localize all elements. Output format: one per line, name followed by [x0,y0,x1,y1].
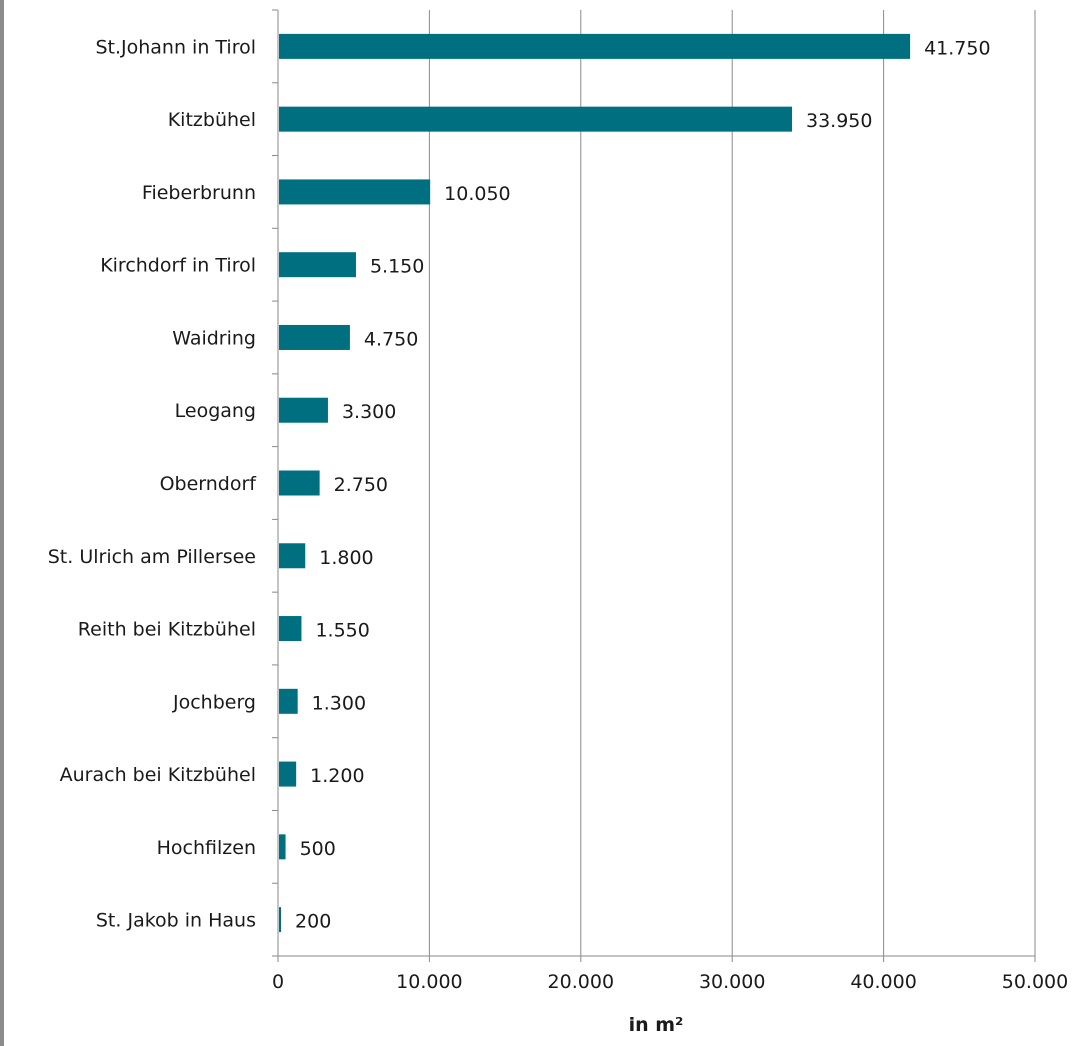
bar [279,834,286,860]
bar [279,616,302,642]
bar [279,543,306,569]
category-label: Aurach bei Kitzbühel [60,764,256,786]
x-tick-label: 50.000 [1002,971,1068,993]
bar [279,688,298,714]
category-label: Jochberg [172,691,256,713]
category-label: Leogang [175,400,256,422]
bars [279,33,911,933]
value-label: 200 [295,911,331,933]
category-label: Fieberbrunn [142,182,256,204]
bar [279,761,297,787]
value-label: 1.300 [312,692,366,714]
category-label: Hochfilzen [157,837,256,859]
category-label: Reith bei Kitzbühel [78,619,256,641]
bar [279,179,431,205]
x-tick-label: 30.000 [699,971,765,993]
value-label: 10.050 [444,183,510,205]
value-label: 4.750 [364,328,418,350]
category-label: Kirchdorf in Tirol [100,255,256,277]
value-label: 1.550 [315,620,369,642]
bar [279,397,328,423]
category-label: Waidring [172,327,256,349]
value-label: 1.800 [319,547,373,569]
axes [272,9,1036,962]
bar [279,106,793,132]
value-label: 33.950 [806,110,872,132]
x-axis-title: in m² [629,1014,684,1036]
x-tick-label: 0 [272,971,284,993]
value-label: 1.200 [310,765,364,787]
bar [279,907,282,933]
value-label: 41.750 [924,37,990,59]
bar [279,324,350,350]
x-tick-label: 10.000 [396,971,462,993]
category-label: St. Ulrich am Pillersee [48,546,256,568]
category-label: Oberndorf [160,473,258,495]
category-label: Kitzbühel [168,109,256,131]
value-label: 3.300 [342,401,396,423]
value-label: 2.750 [334,474,388,496]
frame-edge [0,0,4,1046]
bar [279,33,911,59]
labels: 0 10.000 20.000 30.000 40.000 50.000 St.Johann… [48,36,1068,993]
x-tick-label: 40.000 [850,971,916,993]
bar [279,470,320,496]
gridlines [428,10,1036,956]
category-label: St.Johann in Tirol [95,36,256,58]
x-tick-label: 20.000 [548,971,614,993]
bar [279,252,356,278]
category-label: St. Jakob in Haus [96,910,256,932]
value-label: 5.150 [370,256,424,278]
value-label: 500 [300,838,336,860]
